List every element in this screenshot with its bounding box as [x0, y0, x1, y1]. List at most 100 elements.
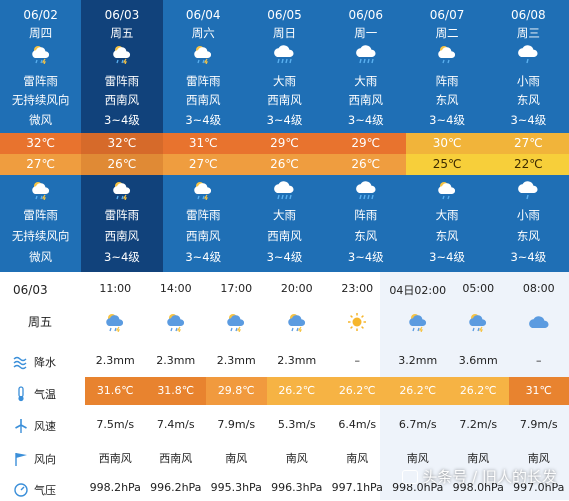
pressure-label: 气压 — [34, 482, 56, 498]
high-temp: 32℃ — [0, 133, 81, 154]
precip-label: 降水 — [34, 354, 56, 370]
row-label-wind-dir: 风向 — [0, 449, 85, 469]
thunder-rain-icon — [146, 312, 207, 335]
day-wind-level: 3~4级 — [406, 113, 487, 128]
light-rain-icon — [516, 44, 540, 64]
low-temp: 26℃ — [244, 154, 325, 175]
hourly-precip: – — [509, 354, 569, 367]
hourly-temp: 26.2℃ — [448, 377, 509, 405]
hourly-precip: 2.3mm — [206, 354, 267, 367]
day-date: 06/02 — [0, 8, 81, 23]
night-weather-text: 大雨 — [406, 208, 487, 223]
high-temp: 32℃ — [81, 133, 162, 154]
row-label-wind-speed: 风速 — [0, 416, 85, 436]
night-weather-text: 雷阵雨 — [163, 208, 244, 223]
hourly-time: 23:00 — [327, 282, 388, 295]
low-temp: 26℃ — [325, 154, 406, 175]
day-wind-level: 3~4级 — [163, 113, 244, 128]
day-weekday: 周四 — [0, 26, 81, 41]
hourly-time: 04日02:00 — [388, 282, 449, 298]
low-temp: 25℃ — [406, 154, 487, 175]
night-wind-level: 3~4级 — [244, 250, 325, 265]
temp-label: 气温 — [34, 386, 56, 402]
hourly-wind-dir: 南风 — [267, 450, 328, 466]
night-wind-direction: 东风 — [488, 229, 569, 244]
night-wind-level: 3~4级 — [163, 250, 244, 265]
high-temp: 30℃ — [406, 133, 487, 154]
toutiao-logo-icon — [402, 470, 418, 484]
wind-flag-icon — [13, 451, 29, 467]
day-weather-text: 大雨 — [244, 74, 325, 89]
night-wind-level: 3~4级 — [406, 250, 487, 265]
day-weather-text: 阵雨 — [406, 74, 487, 89]
hourly-pressure: 997.1hPa — [327, 481, 388, 494]
heavy-rain-icon — [354, 180, 378, 200]
hourly-wind-speed: 7.4m/s — [146, 418, 207, 431]
hourly-pressure: 996.2hPa — [146, 481, 207, 494]
low-temp: 27℃ — [163, 154, 244, 175]
hourly-wind-dir: 南风 — [388, 450, 449, 466]
night-wind-direction: 西南风 — [163, 229, 244, 244]
hourly-wind-dir: 南风 — [509, 450, 569, 466]
hourly-temp: 31℃ — [509, 377, 569, 405]
light-rain-icon — [516, 180, 540, 200]
hourly-precip: – — [327, 354, 388, 367]
night-weather-text: 雷阵雨 — [0, 208, 81, 223]
day-weekday: 周一 — [325, 26, 406, 41]
day-wind-direction: 东风 — [488, 93, 569, 108]
hourly-pressure: 995.3hPa — [206, 481, 267, 494]
low-temp: 22℃ — [488, 154, 569, 175]
day-wind-level: 3~4级 — [488, 113, 569, 128]
day-weather-text: 大雨 — [325, 74, 406, 89]
hourly-wind-dir: 南风 — [206, 450, 267, 466]
hourly-wind-speed: 6.7m/s — [388, 418, 449, 431]
high-temp: 29℃ — [244, 133, 325, 154]
hourly-time: 20:00 — [267, 282, 328, 295]
low-temp: 27℃ — [0, 154, 81, 175]
hourly-weekday-text: 周五 — [28, 313, 52, 330]
wind-dir-label: 风向 — [34, 451, 56, 467]
night-wind-direction: 东风 — [325, 229, 406, 244]
thunder-rain-icon — [448, 312, 509, 335]
hourly-wind-speed: 5.3m/s — [267, 418, 328, 431]
high-temp: 27℃ — [488, 133, 569, 154]
precip-icon — [13, 354, 29, 370]
day-weekday: 周五 — [81, 26, 162, 41]
day-weekday: 周六 — [163, 26, 244, 41]
day-date: 06/03 — [81, 8, 162, 23]
hourly-temp: 29.8℃ — [206, 377, 267, 405]
hourly-temp: 26.2℃ — [267, 377, 328, 405]
thunder-rain-icon — [267, 312, 328, 335]
hourly-temp: 31.6℃ — [85, 377, 146, 405]
watermark: 头条号 / 旧人的长发 — [402, 466, 557, 487]
thunder-rain-icon — [191, 44, 215, 64]
night-wind-level: 3~4级 — [325, 250, 406, 265]
thunder-rain-icon — [85, 312, 146, 335]
day-weather-text: 雷阵雨 — [81, 74, 162, 89]
hourly-wind-speed: 7.9m/s — [509, 418, 569, 431]
low-temp: 26℃ — [81, 154, 162, 175]
hourly-wind-speed: 7.9m/s — [206, 418, 267, 431]
hourly-wind-speed: 7.2m/s — [448, 418, 509, 431]
hourly-time: 14:00 — [146, 282, 207, 295]
night-weather-text: 阵雨 — [325, 208, 406, 223]
day-date: 06/06 — [325, 8, 406, 23]
row-label-precip: 降水 — [0, 352, 85, 372]
high-temp: 29℃ — [325, 133, 406, 154]
day-wind-direction: 东风 — [406, 93, 487, 108]
thunder-rain-icon — [206, 312, 267, 335]
hourly-wind-speed: 6.4m/s — [327, 418, 388, 431]
night-wind-direction: 东风 — [406, 229, 487, 244]
hourly-time: 05:00 — [448, 282, 509, 295]
thunder-rain-icon — [110, 180, 134, 200]
thunder-rain-icon — [388, 312, 449, 335]
